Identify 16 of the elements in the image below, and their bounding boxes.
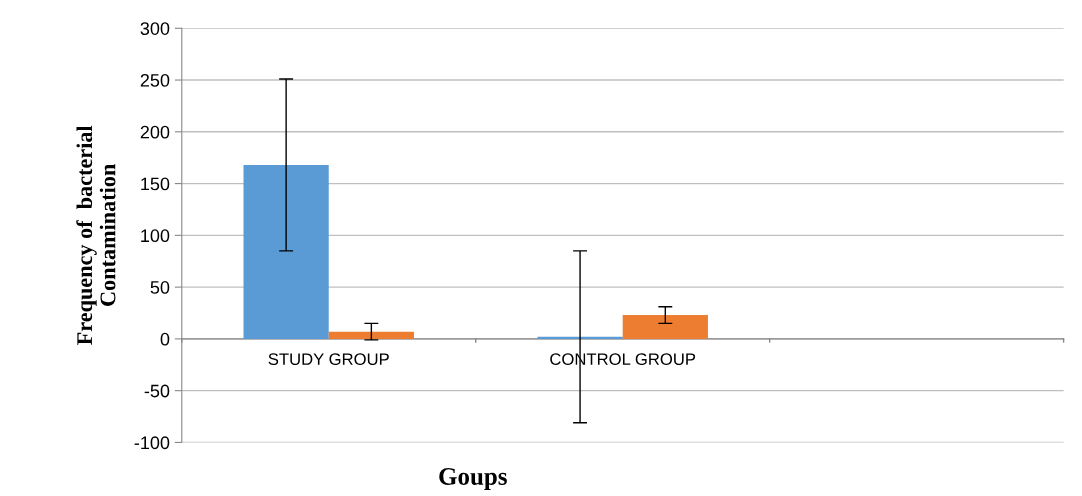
bar <box>622 315 708 339</box>
y-tick-label: -50 <box>144 384 170 398</box>
y-tick-label: -100 <box>134 436 170 450</box>
y-tick-label: 100 <box>141 229 170 243</box>
x-axis-title: Goups <box>439 468 507 490</box>
bar <box>328 331 414 339</box>
bar <box>537 336 623 339</box>
y-tick-label: 150 <box>141 177 170 191</box>
y-tick-label: 200 <box>140 125 170 139</box>
y-tick-label: 50 <box>150 281 170 294</box>
y-tick-label: 0 <box>160 332 170 346</box>
bar <box>243 164 329 339</box>
x-tick-label: STUDY GROUP <box>268 353 389 366</box>
y-tick-label: 300 <box>140 22 170 35</box>
y-axis-title: Frequency of bacterial Contamination <box>76 125 116 345</box>
y-tick-label: 250 <box>140 73 170 87</box>
